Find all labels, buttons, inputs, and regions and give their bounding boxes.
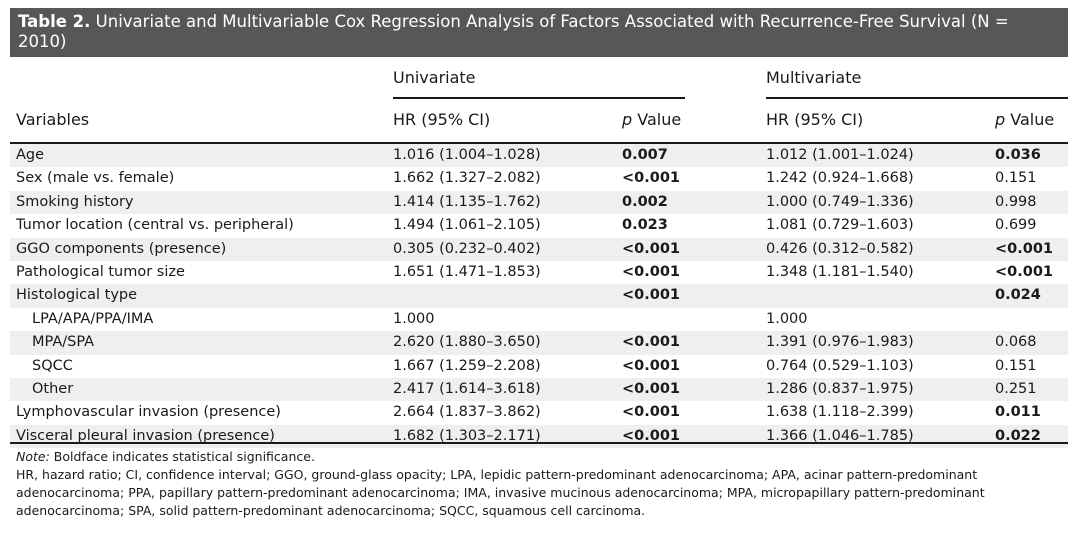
table-row: Tumor location (central vs. peripheral) 1… <box>10 214 1068 237</box>
table-row: LPA/APA/PPA/IMA 1.000 1.000 <box>10 308 1068 331</box>
cell-variable: Histological type <box>16 287 138 304</box>
table-row: MPA/SPA 2.620 (1.880–3.650) <0.001 1.391 (0… <box>10 331 1068 355</box>
cell-hr-univariate: 0.305 (0.232–0.402) <box>393 240 541 257</box>
cell-hr-multivariate: 1.366 (1.046–1.785) <box>766 427 914 444</box>
cell-p-univariate: 0.007 <box>622 147 668 163</box>
cell-p-univariate: <0.001 <box>622 334 681 351</box>
table-caption: Table 2. Univariate and Multivariable Co… <box>10 8 1068 57</box>
cell-hr-multivariate: 1.081 (0.729–1.603) <box>766 217 914 234</box>
group-univariate-rule <box>393 97 685 99</box>
cell-p-univariate: 0.002 <box>622 193 668 210</box>
header-p-multivariate: p Value <box>995 110 1055 129</box>
cell-variable: Visceral pleural invasion (presence) <box>16 427 275 444</box>
table-footnotes: Note: Boldface indicates statistical sig… <box>16 448 1066 520</box>
table-caption-text: Univariate and Multivariable Cox Regress… <box>18 12 1009 51</box>
table-row: Sex (male vs. female) 1.662 (1.327–2.082)… <box>10 167 1068 190</box>
cell-p-univariate: <0.001 <box>622 380 681 397</box>
cell-p-multivariate: 0.251 <box>995 380 1037 397</box>
table-bottom-rule <box>10 442 1068 444</box>
table-row: Visceral pleural invasion (presence) 1.68… <box>10 424 1068 449</box>
cell-hr-multivariate: 1.012 (1.001–1.024) <box>766 147 914 163</box>
footnote-abbreviations: HR, hazard ratio; CI, confidence interva… <box>16 467 985 518</box>
cell-variable: Sex (male vs. female) <box>16 170 175 187</box>
group-multivariate-label: Multivariate <box>766 68 862 87</box>
cell-p-multivariate: 0.151 <box>995 357 1037 374</box>
cell-variable: Lymphovascular invasion (presence) <box>16 404 281 421</box>
cell-hr-multivariate: 1.000 <box>766 310 808 327</box>
table-row: Histological type <0.001 0.024 <box>10 284 1068 308</box>
cell-p-multivariate: 0.998 <box>995 193 1037 210</box>
cell-p-univariate: <0.001 <box>622 404 681 421</box>
cell-hr-univariate: 1.682 (1.303–2.171) <box>393 427 541 444</box>
table-row: SQCC 1.667 (1.259–2.208) <0.001 0.764 (0.52… <box>10 355 1068 378</box>
regression-table: Univariate Multivariate Variables HR (95… <box>10 60 1068 449</box>
cell-variable: SQCC <box>32 357 73 374</box>
cell-hr-univariate: 1.651 (1.471–1.853) <box>393 263 541 280</box>
table-row: GGO components (presence) 0.305 (0.232–0.… <box>10 237 1068 261</box>
cell-hr-multivariate: 0.764 (0.529–1.103) <box>766 357 914 374</box>
cell-hr-multivariate: 1.391 (0.976–1.983) <box>766 334 914 351</box>
cell-p-multivariate: 0.151 <box>995 170 1037 187</box>
cell-hr-univariate: 2.417 (1.614–3.618) <box>393 380 541 397</box>
table-group-header: Univariate Multivariate <box>10 60 1068 100</box>
cell-hr-univariate: 1.494 (1.061–2.105) <box>393 217 541 234</box>
header-p-univariate: p Value <box>622 110 682 129</box>
cell-hr-multivariate: 0.426 (0.312–0.582) <box>766 240 914 257</box>
cell-hr-multivariate: 1.000 (0.749–1.336) <box>766 193 914 210</box>
cell-p-univariate: <0.001 <box>622 263 681 280</box>
cell-variable: Tumor location (central vs. peripheral) <box>16 217 294 234</box>
cell-hr-univariate: 1.662 (1.327–2.082) <box>393 170 541 187</box>
cell-p-multivariate: 0.011 <box>995 404 1041 421</box>
cell-p-univariate: <0.001 <box>622 427 681 444</box>
cell-p-univariate: <0.001 <box>622 357 681 374</box>
cell-p-multivariate: 0.036 <box>995 147 1041 163</box>
cell-p-univariate: <0.001 <box>622 287 681 304</box>
cell-hr-univariate: 2.620 (1.880–3.650) <box>393 334 541 351</box>
cell-variable: LPA/APA/PPA/IMA <box>32 310 154 327</box>
header-hr-univariate: HR (95% CI) <box>393 110 491 129</box>
cell-p-univariate: <0.001 <box>622 240 681 257</box>
cell-hr-univariate: 2.664 (1.837–3.862) <box>393 404 541 421</box>
cell-hr-univariate: 1.667 (1.259–2.208) <box>393 357 541 374</box>
cell-p-multivariate: 0.022 <box>995 427 1041 444</box>
cell-variable: Age <box>16 147 45 163</box>
cell-variable: Smoking history <box>16 193 134 210</box>
cell-p-univariate: <0.001 <box>622 170 681 187</box>
cell-hr-univariate: 1.000 <box>393 310 435 327</box>
cell-p-multivariate: <0.001 <box>995 263 1054 280</box>
header-hr-multivariate: HR (95% CI) <box>766 110 864 129</box>
cell-variable: Other <box>32 380 74 397</box>
cell-hr-multivariate: 1.242 (0.924–1.668) <box>766 170 914 187</box>
cell-hr-univariate: 1.414 (1.135–1.762) <box>393 193 541 210</box>
table-body: Age 1.016 (1.004–1.028) 0.007 1.012 (1.001–… <box>10 144 1068 449</box>
cell-variable: MPA/SPA <box>32 334 95 351</box>
table-row: Other 2.417 (1.614–3.618) <0.001 1.286 (0.8… <box>10 377 1068 402</box>
cell-variable: Pathological tumor size <box>16 263 185 280</box>
cell-p-multivariate: 0.024 <box>995 287 1041 304</box>
footnote-significance: Note: Boldface indicates statistical sig… <box>16 448 1066 466</box>
footnote-note-text: Boldface indicates statistical significa… <box>49 449 315 464</box>
table-row: Age 1.016 (1.004–1.028) 0.007 1.012 (1.001–… <box>10 144 1068 168</box>
table-row: Smoking history 1.414 (1.135–1.762) 0.002 1… <box>10 190 1068 215</box>
table-caption-label: Table 2. <box>18 12 91 31</box>
table-row: Pathological tumor size 1.651 (1.471–1.85… <box>10 261 1068 284</box>
header-variables: Variables <box>16 110 90 129</box>
footnote-note-label: Note: <box>16 449 50 464</box>
table-row: Lymphovascular invasion (presence) 2.664 … <box>10 401 1068 424</box>
cell-p-multivariate: 0.699 <box>995 217 1037 234</box>
cell-hr-multivariate: 1.348 (1.181–1.540) <box>766 263 914 280</box>
cell-variable: GGO components (presence) <box>16 240 227 257</box>
group-univariate-label: Univariate <box>393 68 476 87</box>
group-multivariate-rule <box>766 97 1068 99</box>
cell-p-multivariate: <0.001 <box>995 240 1054 257</box>
cell-p-univariate: 0.023 <box>622 217 668 234</box>
cell-hr-multivariate: 1.286 (0.837–1.975) <box>766 380 914 397</box>
cell-p-multivariate: 0.068 <box>995 334 1037 351</box>
cell-hr-multivariate: 1.638 (1.118–2.399) <box>766 404 914 421</box>
table-column-header: Variables HR (95% CI) p Value HR (95% CI… <box>10 100 1068 144</box>
cell-hr-univariate: 1.016 (1.004–1.028) <box>393 147 541 163</box>
